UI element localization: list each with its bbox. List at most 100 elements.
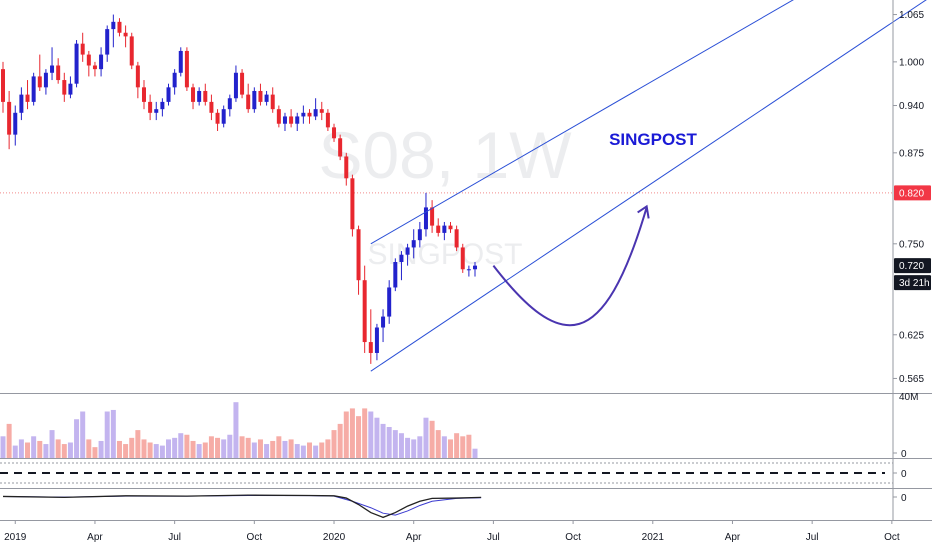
volume-bar bbox=[31, 436, 37, 458]
candle-body bbox=[264, 94, 269, 102]
volume-bar bbox=[356, 416, 362, 458]
volume-bar bbox=[49, 430, 55, 458]
time-tick-label: Jul bbox=[806, 532, 819, 543]
volume-bar bbox=[447, 439, 453, 458]
candle-body bbox=[184, 50, 189, 88]
alert-price-badge[interactable]: 0.820 bbox=[894, 185, 931, 201]
candle-body bbox=[338, 138, 343, 157]
candle bbox=[325, 109, 330, 131]
candle-body bbox=[282, 116, 287, 124]
volume-bar bbox=[307, 442, 312, 458]
volume-bar bbox=[288, 439, 294, 458]
volume-bar bbox=[123, 444, 129, 458]
volume-bar bbox=[61, 444, 67, 458]
price-tick-label: 1.065 bbox=[899, 10, 924, 21]
candle-body bbox=[154, 109, 159, 113]
candle bbox=[252, 87, 257, 113]
volume-bar bbox=[398, 433, 404, 458]
candle bbox=[148, 94, 153, 121]
last-price-label: 0.720 bbox=[899, 261, 924, 272]
candle-body bbox=[172, 72, 177, 88]
candle-body bbox=[473, 265, 478, 270]
volume-bar bbox=[25, 442, 31, 458]
price-tick-label: 0.565 bbox=[899, 374, 924, 385]
candle-body bbox=[442, 225, 447, 233]
candle bbox=[203, 83, 208, 106]
candle bbox=[276, 105, 281, 128]
candle-body bbox=[178, 50, 183, 73]
candle-body bbox=[160, 101, 165, 110]
time-axis[interactable]: 2019 Apr Jul Oct 2020 Apr Jul Oct 2021 Apr Jul Oct bbox=[4, 520, 900, 543]
volume-bar bbox=[337, 423, 343, 458]
candle bbox=[135, 61, 140, 99]
volume-bar bbox=[251, 442, 257, 458]
candle-body bbox=[436, 225, 441, 233]
volume-bar bbox=[405, 437, 411, 458]
volume-bar bbox=[104, 411, 110, 458]
annotation-label[interactable]: SINGPOST bbox=[609, 130, 697, 149]
candle-body bbox=[215, 112, 220, 124]
volume-axis-top: 40M bbox=[899, 392, 918, 403]
last-price-badge[interactable]: 0.720 3d 21h bbox=[894, 258, 931, 291]
volume-bar bbox=[43, 444, 49, 458]
volume-bar bbox=[264, 444, 270, 458]
volume-bar bbox=[227, 434, 233, 458]
candle bbox=[56, 58, 61, 84]
candle-body bbox=[80, 43, 85, 55]
volume-bar bbox=[135, 430, 141, 458]
volume-bar bbox=[282, 440, 288, 458]
candle-body bbox=[381, 316, 386, 328]
volume-bar bbox=[184, 434, 190, 458]
candle-body bbox=[68, 83, 73, 95]
volume-bar bbox=[294, 444, 300, 458]
candle-body bbox=[99, 54, 104, 70]
volume-bar bbox=[257, 439, 263, 458]
candle-body bbox=[209, 101, 214, 113]
price-tick-label: 0.625 bbox=[899, 330, 924, 341]
candle bbox=[301, 105, 306, 124]
volume-bar bbox=[460, 436, 466, 458]
candle-body bbox=[233, 72, 238, 99]
candle bbox=[381, 309, 386, 343]
time-tick-label: Oct bbox=[247, 532, 263, 543]
indicator-main-line bbox=[2, 494, 482, 519]
candle-body bbox=[246, 94, 251, 110]
bar-countdown-label: 3d 21h bbox=[899, 278, 930, 289]
candle bbox=[430, 200, 435, 233]
candle bbox=[264, 90, 269, 106]
candle bbox=[31, 72, 36, 106]
candle bbox=[399, 251, 404, 281]
candle-body bbox=[31, 76, 36, 102]
candle-body bbox=[86, 54, 91, 66]
price-tick-label: 0.750 bbox=[899, 239, 924, 250]
candle bbox=[13, 105, 18, 146]
candle bbox=[282, 112, 287, 131]
candle-body bbox=[7, 101, 12, 135]
volume-bar bbox=[153, 444, 159, 458]
candle bbox=[123, 25, 128, 48]
candle-body bbox=[252, 90, 257, 110]
time-tick-label: 2021 bbox=[642, 532, 665, 543]
trend-channel[interactable] bbox=[370, 0, 932, 372]
price-axis[interactable]: 1.065 1.000 0.940 0.875 0.750 0.625 0.565 bbox=[893, 10, 924, 385]
candle bbox=[289, 109, 294, 128]
volume-bar bbox=[411, 439, 417, 458]
candle bbox=[215, 109, 220, 131]
volume-bar bbox=[159, 445, 165, 458]
candle bbox=[356, 225, 361, 295]
candle-body bbox=[123, 32, 128, 37]
candle bbox=[25, 80, 30, 110]
candle-body bbox=[258, 90, 263, 102]
candle bbox=[166, 83, 171, 106]
indicator1-axis-zero: 0 bbox=[901, 469, 907, 480]
candle bbox=[160, 98, 165, 117]
candle-body bbox=[203, 90, 208, 102]
volume-axis-zero: 0 bbox=[901, 449, 907, 460]
projection-arc[interactable] bbox=[492, 207, 648, 327]
candle bbox=[233, 65, 238, 102]
candle bbox=[411, 229, 416, 259]
candle-body bbox=[148, 101, 153, 113]
volume-bar bbox=[86, 439, 92, 458]
